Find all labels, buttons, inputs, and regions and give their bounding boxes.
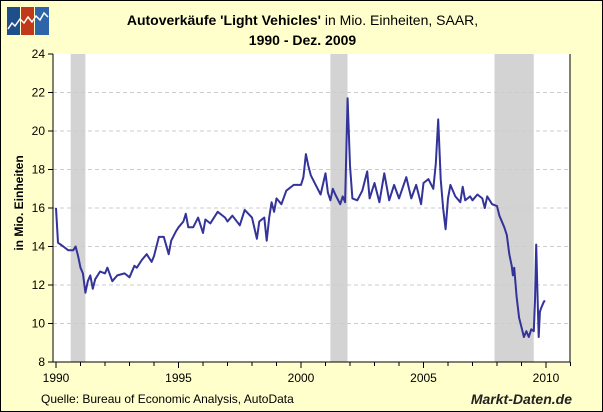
y-tick-label: 10 [32, 317, 46, 331]
x-tick-label: 1995 [165, 371, 192, 385]
y-tick-label: 20 [32, 124, 46, 138]
recession-band [330, 54, 348, 362]
brand-logo-text: Markt-Daten.de [470, 391, 572, 407]
chart-subtitle: 1990 - Dez. 2009 [248, 32, 357, 48]
y-tick-label: 8 [38, 355, 45, 369]
chart-title: Autoverkäufe 'Light Vehicles' in Mio. Ei… [126, 12, 479, 28]
x-tick-label: 2005 [410, 371, 437, 385]
y-tick-label: 14 [32, 240, 46, 254]
series-line [55, 97, 546, 338]
x-tick-label: 2000 [288, 371, 315, 385]
x-tick-label: 2010 [533, 371, 560, 385]
recession-band [494, 54, 534, 362]
source-note: Quelle: Bureau of Economic Analysis, Aut… [41, 392, 294, 406]
y-tick-label: 12 [32, 278, 46, 292]
x-tick-label: 1990 [43, 371, 70, 385]
y-axis-label: in Mio. Einheiten [12, 155, 26, 251]
y-tick-label: 24 [32, 47, 46, 61]
y-tick-label: 18 [32, 163, 46, 177]
logo-icon [7, 7, 49, 35]
y-tick-label: 22 [32, 86, 46, 100]
y-tick-label: 16 [32, 201, 46, 215]
